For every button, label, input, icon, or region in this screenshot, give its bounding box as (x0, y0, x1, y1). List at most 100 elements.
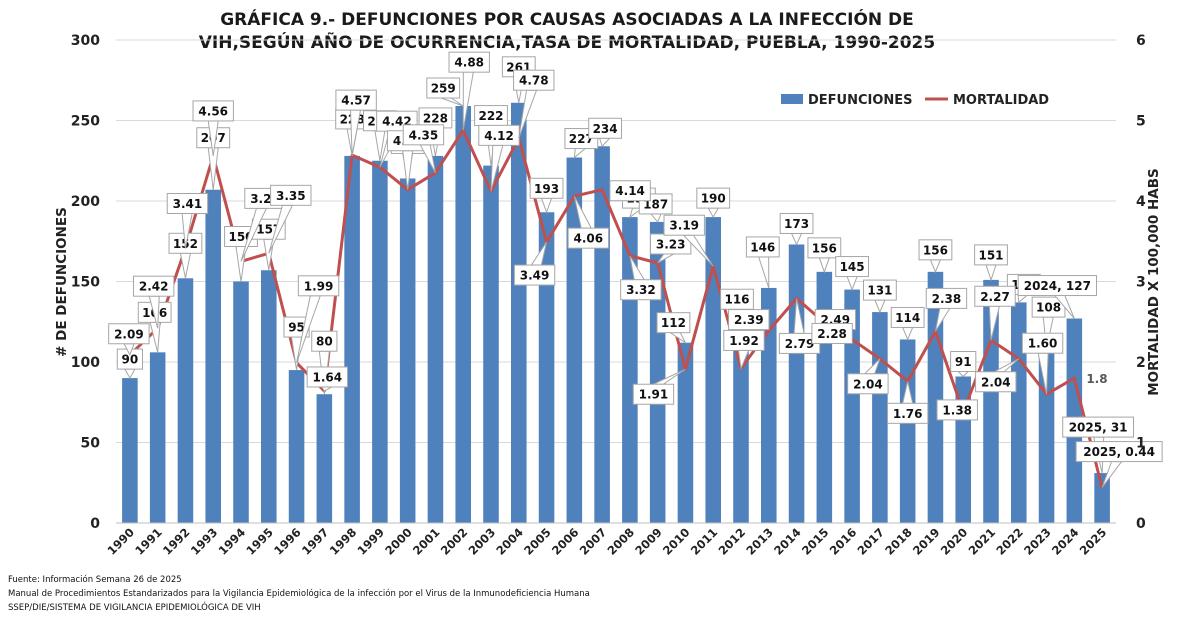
y-tick-label: 50 (81, 436, 101, 452)
callout-pointer (149, 321, 161, 353)
y2-tick-label: 3 (1136, 275, 1146, 291)
x-tick-label: 2007 (577, 525, 610, 558)
y2-tick-label: 5 (1136, 114, 1146, 130)
bar (177, 278, 194, 523)
callout-pointer (901, 326, 914, 341)
line-value-label: 1.76 (886, 381, 929, 424)
callout-text: 91 (955, 355, 972, 369)
callout-box (918, 239, 953, 261)
x-tick-label: 2023 (1021, 525, 1054, 558)
callout-text: 1.76 (893, 407, 923, 421)
callout-text: 2024, 127 (1024, 279, 1091, 293)
callout-box (807, 237, 842, 259)
y2-axis-label: MORTALIDAD X 100,000 HABS (1146, 168, 1162, 396)
x-tick-label: 2005 (521, 525, 554, 558)
bar-value-label: 156 (918, 239, 953, 274)
callout-text: 3.32 (626, 283, 656, 297)
bar (1094, 473, 1110, 523)
bar (511, 102, 527, 523)
callout-box (588, 117, 623, 139)
callout-text: 4.14 (615, 184, 645, 198)
callout-pointer (540, 197, 553, 214)
bar (733, 336, 749, 523)
bar (705, 217, 721, 523)
chart-title-line2: VIH,SEGÚN AÑO DE OCURRENCIA,TASA DE MORT… (199, 30, 935, 53)
callout-text: 80 (316, 335, 333, 349)
line-value-label: 2.09 (108, 323, 150, 356)
callout-box (297, 275, 340, 297)
callout-text: 4.06 (574, 232, 604, 246)
x-tick-label: 1992 (160, 525, 193, 558)
callout-box (513, 264, 556, 286)
callout-box (1062, 416, 1135, 438)
callout-box (1017, 275, 1098, 297)
x-tick-label: 2021 (966, 525, 999, 558)
line-value-label: 2.27 (974, 285, 1016, 341)
bar (538, 212, 555, 523)
callout-box (656, 312, 691, 334)
callout-text: 3.23 (656, 237, 686, 251)
callout-text: 4.35 (409, 128, 439, 142)
callout-text: 114 (895, 311, 920, 325)
line-value-label: 4.12 (478, 124, 520, 192)
x-tick-label: 1990 (104, 525, 137, 558)
callout-text: 112 (661, 316, 686, 330)
line-value-label: 4.78 (513, 69, 555, 139)
line-value-label: 1.8 (1086, 372, 1107, 386)
x-tick-label: 1996 (271, 525, 304, 558)
callout-box (311, 330, 338, 352)
bar (927, 271, 944, 523)
callout-text: 1.91 (639, 388, 669, 402)
bar-value-label: 193 (529, 177, 564, 214)
line-value-label: 2.79 (778, 298, 821, 354)
callout-box (192, 100, 234, 122)
callout-text: 3.35 (276, 189, 306, 203)
bar (427, 155, 444, 524)
callout-box (513, 69, 555, 91)
callout-box (108, 323, 150, 345)
callout-text: 2.04 (853, 377, 883, 391)
callout-text: 108 (1036, 301, 1061, 315)
bar (122, 378, 138, 523)
callout-box (847, 373, 889, 395)
bar-value-label: 112 (656, 312, 691, 345)
mortalidad-line (128, 128, 1104, 488)
x-tick-label: 2016 (827, 525, 860, 558)
callout-pointer (598, 137, 611, 148)
y2-tick-label: 1 (1136, 436, 1146, 452)
bar (399, 178, 416, 523)
callout-text: 4.78 (519, 74, 549, 88)
callout-text: 4.12 (484, 129, 514, 143)
x-tick-label: 2003 (466, 525, 499, 558)
callout-text: 151 (978, 248, 1003, 262)
y2-tick-label: 2 (1136, 355, 1146, 371)
x-tick-label: 1995 (243, 525, 276, 558)
callout-box (166, 192, 209, 214)
callout-text: 173 (784, 217, 809, 231)
bar (455, 106, 471, 523)
bar (344, 155, 360, 524)
bar (288, 370, 305, 523)
line-value-label: 3.49 (513, 241, 556, 286)
bar-value-label: 234 (588, 117, 623, 148)
callout-text: 156 (923, 243, 948, 257)
callout-text: 2.04 (981, 375, 1011, 389)
callout-pointer (124, 368, 136, 380)
bar (233, 281, 249, 523)
callout-text: 4.88 (454, 56, 484, 70)
callout-text: 2.09 (114, 327, 144, 341)
x-tick-label: 1999 (354, 525, 387, 558)
line-value-label: 3.35 (268, 184, 312, 254)
callout-pointer (179, 252, 192, 279)
bar-value-label: 151 (974, 244, 1008, 282)
chart-title-line1: GRÁFICA 9.- DEFUNCIONES POR CAUSAS ASOCI… (220, 8, 914, 30)
x-tick-label: 2025 (1077, 525, 1110, 558)
x-tick-label: 2014 (771, 525, 804, 558)
bar (483, 165, 499, 523)
x-tick-label: 2015 (799, 525, 832, 558)
x-tick-label: 2009 (632, 525, 665, 558)
line-value-label: 4.35 (402, 124, 445, 174)
line-value-label: 4.56 (192, 100, 234, 156)
x-tick-label: 2011 (688, 525, 721, 558)
